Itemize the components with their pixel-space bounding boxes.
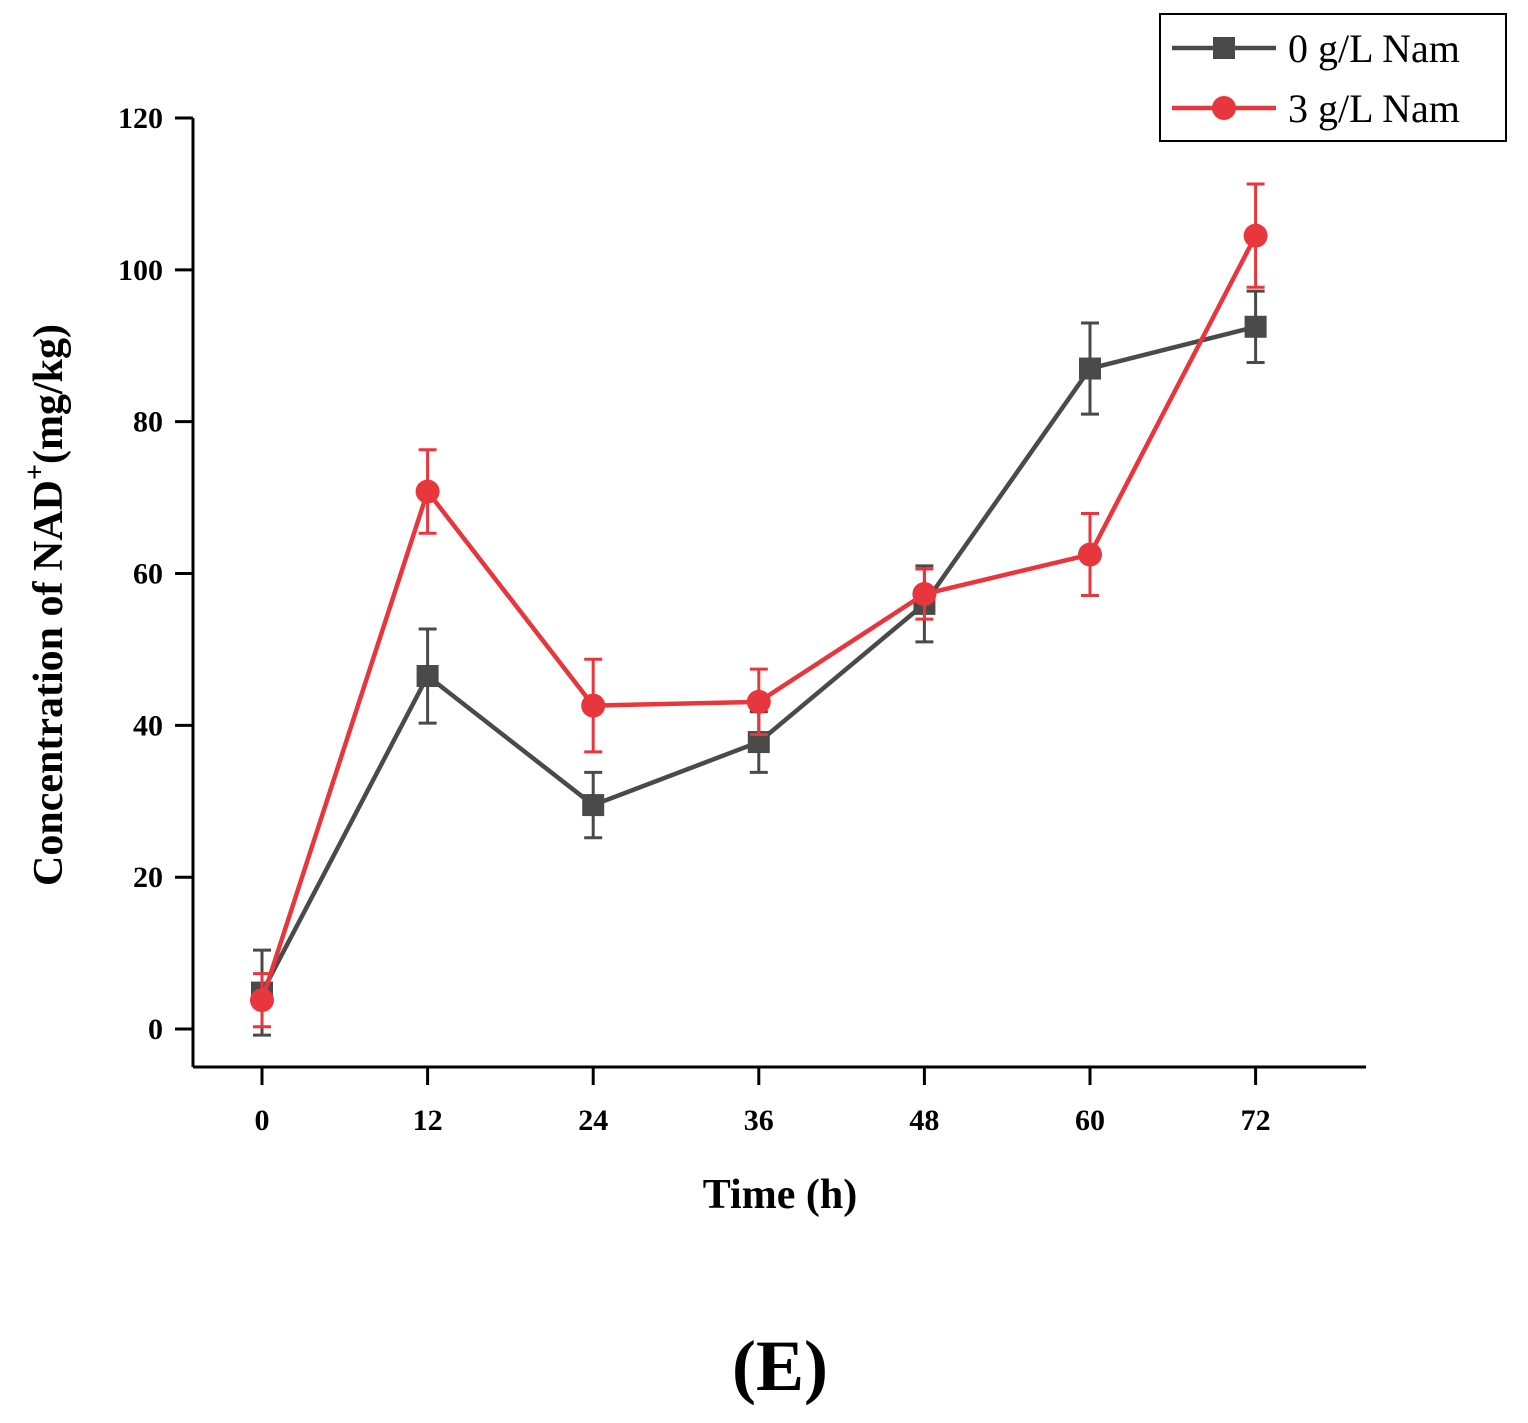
y-tick-label: 120 [118, 102, 163, 135]
y-axis-title-superscript: + [20, 464, 51, 480]
x-tick-label: 48 [909, 1104, 939, 1137]
data-point [582, 794, 605, 817]
x-axis-title: Time (h) [703, 1172, 857, 1218]
series-1 [251, 289, 1267, 1037]
data-point [415, 479, 440, 504]
data-point [746, 689, 771, 714]
panel-label: (E) [732, 1326, 828, 1406]
x-tick-label: 60 [1075, 1104, 1105, 1137]
legend-marker [1213, 37, 1235, 59]
data-point [416, 665, 439, 688]
x-tick-label: 24 [578, 1104, 608, 1137]
data-point [1243, 223, 1268, 248]
y-tick-label: 80 [133, 406, 163, 439]
x-tick-labels: 0 12 24 36 48 60 72 [255, 1104, 1271, 1137]
y-tick-label: 60 [133, 558, 163, 591]
y-tick-label: 100 [118, 254, 163, 287]
data-point [912, 582, 937, 607]
data-point [581, 693, 606, 718]
x-tick-label: 36 [744, 1104, 774, 1137]
y-axis-title-unit: (mg/kg) [26, 324, 72, 464]
data-point [250, 988, 274, 1013]
legend-box [1159, 13, 1507, 142]
x-tick-label: 0 [255, 1104, 270, 1137]
x-tick-label: 12 [413, 1104, 443, 1137]
y-axis-title: Concentration of NAD+(mg/kg) [20, 324, 72, 886]
y-tick-labels: 0 20 40 60 80 100 120 [118, 102, 163, 1046]
series-2 [250, 182, 1268, 1029]
legend-label: 0 g/L Nam [1288, 26, 1460, 71]
legend-label: 3 g/L Nam [1288, 86, 1460, 131]
data-point [747, 731, 770, 754]
y-tick-label: 0 [148, 1013, 163, 1046]
data-point [1244, 315, 1267, 338]
legend-item: 0 g/L Nam [1172, 26, 1460, 71]
legend-item: 3 g/L Nam [1172, 86, 1460, 131]
legend: 0 g/L Nam 3 g/L Nam [1159, 13, 1507, 142]
y-tick-label: 20 [133, 861, 163, 894]
axes [175, 116, 1366, 1085]
data-point [1078, 542, 1102, 567]
legend-marker [1212, 96, 1236, 120]
plot-area [250, 182, 1268, 1037]
y-axis-title-main: Concentration of NAD [26, 480, 72, 886]
x-tick-label: 72 [1241, 1104, 1271, 1137]
y-tick-label: 40 [133, 709, 163, 742]
series-line [259, 234, 1258, 1001]
series-line [260, 324, 1257, 994]
data-point [1079, 357, 1101, 380]
